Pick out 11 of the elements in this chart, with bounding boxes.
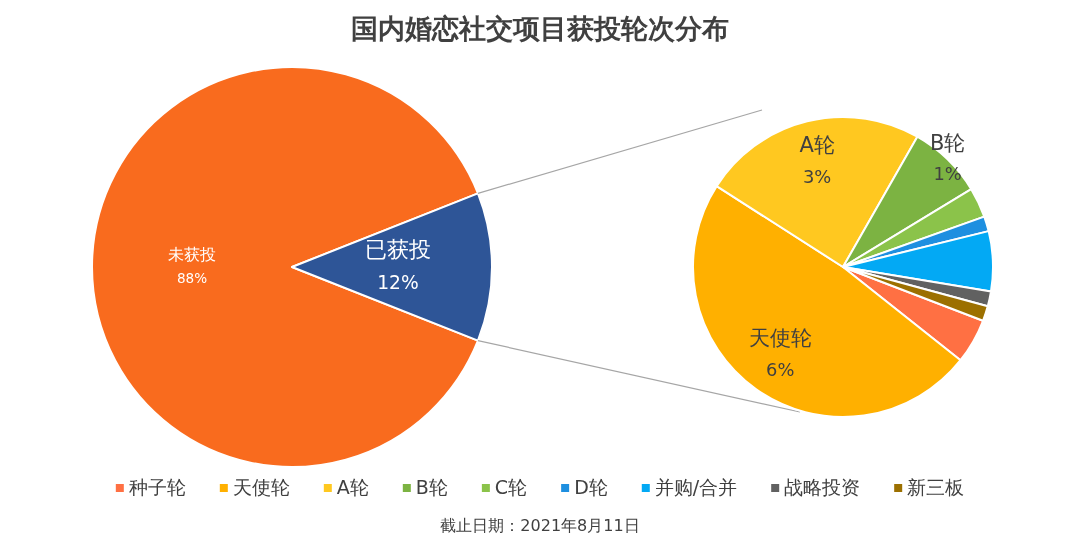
- legend-label: 天使轮: [232, 475, 290, 498]
- text: 截止日期：2021年8月11日: [440, 515, 640, 535]
- legend-label: 新三板: [907, 475, 965, 498]
- legend-label: 并购/合并: [654, 475, 738, 498]
- legend-label: C轮: [494, 475, 528, 498]
- legend-label: B轮: [415, 475, 448, 498]
- legend-label: A轮: [336, 475, 369, 498]
- legend-label: 战略投资: [784, 475, 861, 498]
- chart-title: 国内婚恋社交项目获投轮次分布: [351, 12, 729, 44]
- legend-label: 种子轮: [128, 475, 186, 498]
- legend-label: D轮: [574, 475, 608, 498]
